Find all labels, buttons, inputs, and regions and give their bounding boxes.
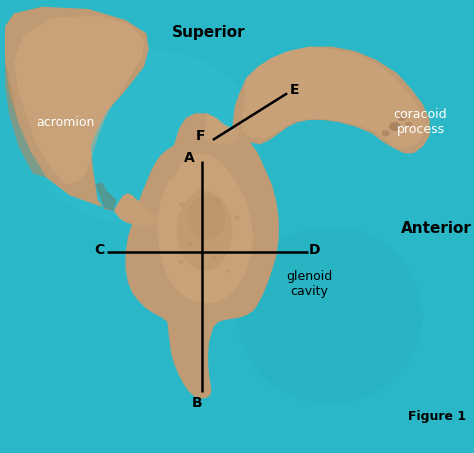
Polygon shape — [242, 47, 425, 149]
Ellipse shape — [28, 49, 260, 226]
Text: E: E — [290, 83, 300, 97]
Ellipse shape — [389, 122, 401, 131]
Polygon shape — [158, 153, 253, 303]
Polygon shape — [14, 16, 144, 184]
Ellipse shape — [177, 191, 232, 271]
Text: acromion: acromion — [36, 116, 94, 129]
Polygon shape — [95, 182, 116, 211]
Ellipse shape — [237, 226, 423, 404]
Ellipse shape — [234, 216, 240, 220]
Text: Figure 1: Figure 1 — [408, 410, 466, 423]
Text: glenoid
cavity: glenoid cavity — [286, 270, 332, 298]
Text: C: C — [94, 243, 105, 256]
Polygon shape — [5, 7, 149, 211]
Text: Anterior: Anterior — [401, 221, 472, 236]
Polygon shape — [232, 47, 430, 153]
Text: A: A — [183, 151, 194, 165]
Text: F: F — [196, 130, 205, 144]
Ellipse shape — [405, 122, 412, 127]
Ellipse shape — [215, 198, 222, 202]
Ellipse shape — [179, 260, 184, 264]
Ellipse shape — [197, 189, 202, 193]
Ellipse shape — [188, 242, 193, 246]
Text: Superior: Superior — [173, 24, 246, 39]
Ellipse shape — [397, 115, 407, 121]
Polygon shape — [114, 193, 163, 226]
Text: D: D — [309, 243, 320, 256]
Ellipse shape — [178, 202, 185, 207]
Ellipse shape — [211, 255, 217, 260]
Ellipse shape — [382, 130, 390, 136]
Ellipse shape — [188, 195, 226, 240]
Polygon shape — [203, 113, 239, 145]
Text: coracoid
process: coracoid process — [394, 108, 447, 136]
Ellipse shape — [225, 269, 230, 273]
Polygon shape — [114, 193, 163, 226]
Polygon shape — [126, 113, 279, 399]
Text: B: B — [192, 396, 203, 410]
Polygon shape — [5, 58, 46, 178]
